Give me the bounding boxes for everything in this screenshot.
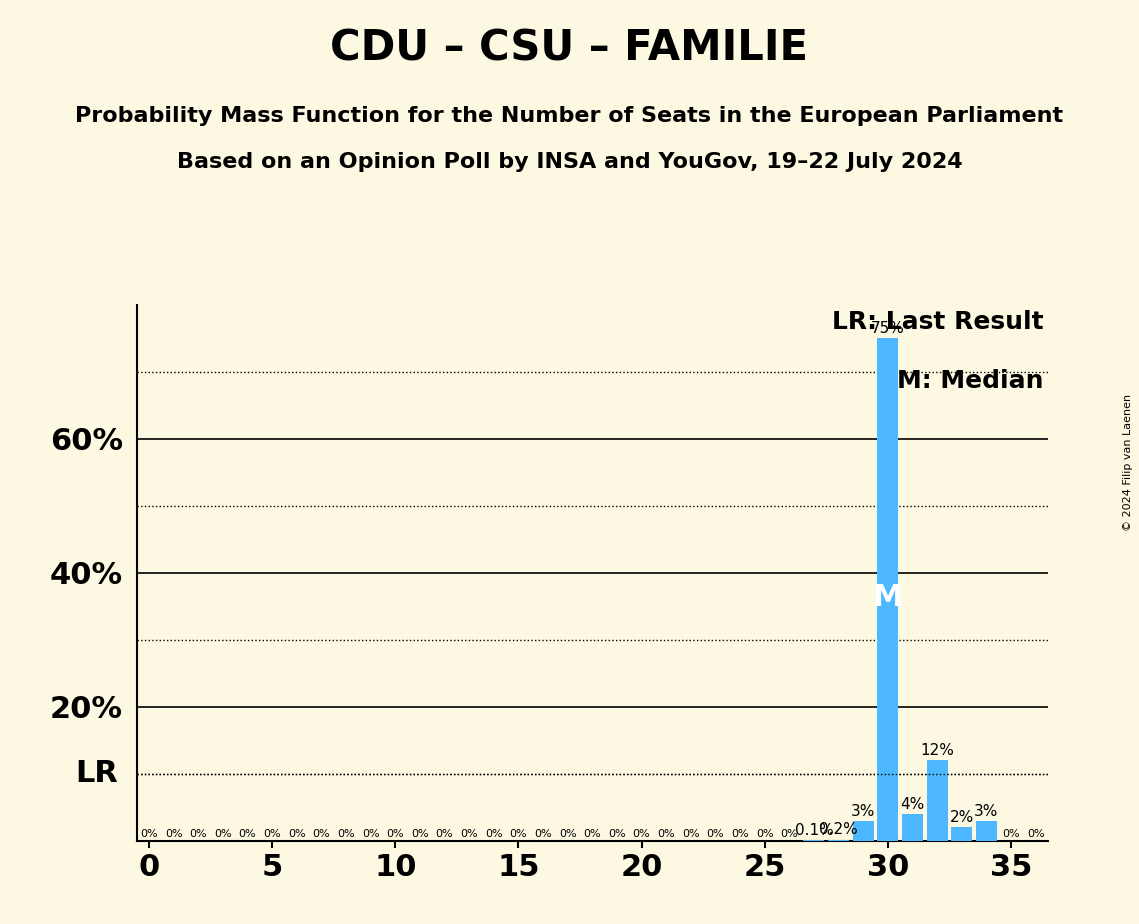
Bar [951,828,973,841]
Text: 0.1%: 0.1% [795,823,834,838]
Bar [877,338,899,841]
Bar [976,821,997,841]
Text: 0%: 0% [460,829,478,839]
Text: 0%: 0% [485,829,502,839]
Text: CDU – CSU – FAMILIE: CDU – CSU – FAMILIE [330,28,809,69]
Text: 0%: 0% [706,829,724,839]
Text: 75%: 75% [871,322,904,336]
Text: M: M [872,583,903,612]
Text: 0%: 0% [559,829,576,839]
Text: 0%: 0% [633,829,650,839]
Text: 0%: 0% [386,829,404,839]
Text: 0%: 0% [731,829,748,839]
Text: 12%: 12% [920,744,954,759]
Text: 0%: 0% [312,829,330,839]
Text: 0%: 0% [608,829,625,839]
Text: Probability Mass Function for the Number of Seats in the European Parliament: Probability Mass Function for the Number… [75,106,1064,127]
Text: 0%: 0% [436,829,453,839]
Bar [902,814,923,841]
Text: 0%: 0% [189,829,207,839]
Text: 0%: 0% [362,829,379,839]
Text: 3%: 3% [851,804,876,819]
Text: 3%: 3% [974,804,999,819]
Bar [853,821,874,841]
Text: 0%: 0% [780,829,798,839]
Text: 2%: 2% [950,810,974,825]
Text: © 2024 Filip van Laenen: © 2024 Filip van Laenen [1123,394,1133,530]
Text: 0%: 0% [1026,829,1044,839]
Text: 0%: 0% [756,829,773,839]
Text: 4%: 4% [900,797,925,812]
Text: Based on an Opinion Poll by INSA and YouGov, 19–22 July 2024: Based on an Opinion Poll by INSA and You… [177,152,962,173]
Text: LR: Last Result: LR: Last Result [831,310,1043,334]
Bar [927,760,948,841]
Text: LR: LR [75,760,118,788]
Text: 0%: 0% [411,829,428,839]
Text: 0.2%: 0.2% [819,822,858,837]
Text: 0%: 0% [239,829,256,839]
Text: 0%: 0% [583,829,601,839]
Text: 0%: 0% [682,829,699,839]
Text: 0%: 0% [288,829,305,839]
Text: 0%: 0% [140,829,158,839]
Text: 0%: 0% [263,829,281,839]
Bar [828,840,849,841]
Text: 0%: 0% [657,829,675,839]
Text: M: Median: M: Median [896,370,1043,394]
Text: 0%: 0% [337,829,355,839]
Text: 0%: 0% [1002,829,1019,839]
Text: 0%: 0% [165,829,182,839]
Text: 0%: 0% [214,829,231,839]
Text: 0%: 0% [534,829,551,839]
Text: 0%: 0% [509,829,527,839]
